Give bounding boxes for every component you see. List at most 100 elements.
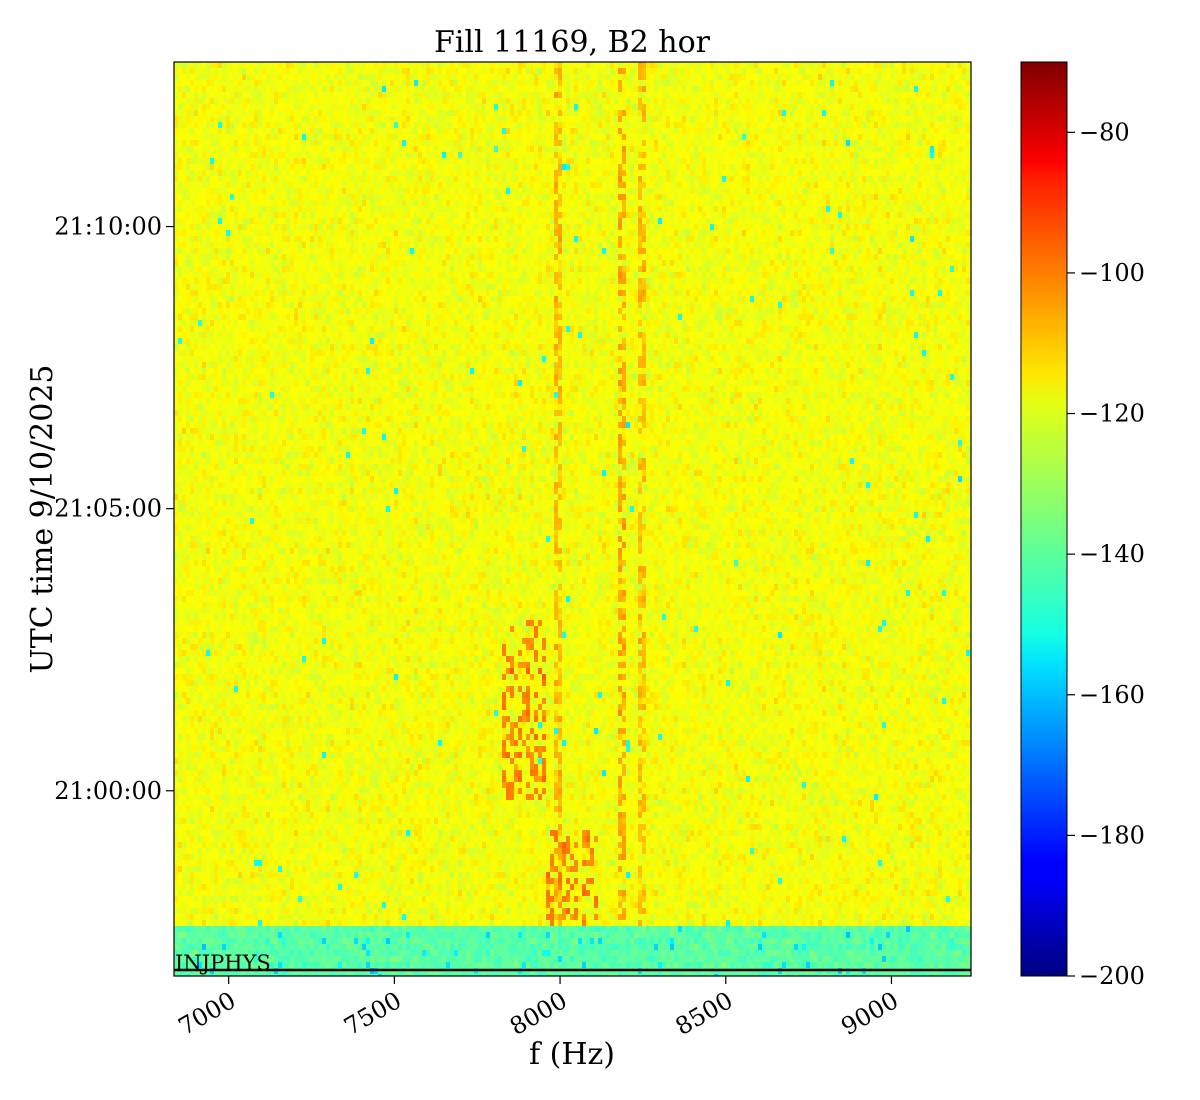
heatmap-cell — [482, 116, 487, 123]
heatmap-cell — [470, 182, 475, 189]
heatmap-cell — [194, 74, 199, 81]
heatmap-cell — [274, 164, 279, 171]
heatmap-cell — [474, 176, 479, 183]
heatmap-cell — [350, 200, 355, 207]
heatmap-cell — [570, 176, 575, 183]
heatmap-cell — [194, 122, 199, 129]
heatmap-cell — [666, 62, 671, 69]
heatmap-cell — [206, 152, 211, 159]
heatmap-cell — [334, 74, 339, 81]
heatmap-cell — [330, 188, 335, 195]
heatmap-cell — [850, 116, 855, 123]
heatmap-cell — [958, 116, 963, 123]
heatmap-cell — [490, 182, 495, 189]
heatmap-cell — [366, 152, 371, 159]
heatmap-cell — [526, 122, 531, 129]
heatmap-cell — [822, 68, 827, 75]
heatmap-cell — [846, 122, 851, 129]
heatmap-cell — [414, 92, 419, 99]
heatmap-cell — [718, 164, 723, 171]
heatmap-cell — [482, 86, 487, 93]
heatmap-cell — [566, 104, 571, 111]
heatmap-cell — [438, 170, 443, 177]
heatmap-cell — [398, 104, 403, 111]
heatmap-cell — [174, 206, 179, 213]
heatmap-cell — [850, 158, 855, 165]
heatmap-cell — [758, 158, 763, 165]
heatmap-cell — [814, 200, 819, 207]
heatmap-cell — [482, 158, 487, 165]
heatmap-cell — [814, 170, 819, 177]
heatmap-cell — [278, 80, 283, 87]
heatmap-cell — [414, 128, 419, 135]
heatmap-cell — [770, 146, 775, 153]
heatmap-cell — [574, 146, 579, 153]
heatmap-cell — [858, 158, 863, 165]
heatmap-cell — [206, 122, 211, 129]
heatmap-cell — [310, 86, 315, 93]
heatmap-cell — [562, 116, 567, 123]
heatmap-cell — [458, 68, 463, 75]
heatmap-cell — [878, 170, 883, 177]
heatmap-cell — [938, 146, 943, 153]
heatmap-cell — [366, 194, 371, 201]
heatmap-cell — [290, 86, 295, 93]
heatmap-cell — [786, 68, 791, 75]
heatmap-cell — [870, 104, 875, 111]
heatmap-cell — [318, 206, 323, 213]
heatmap-cell — [390, 92, 395, 99]
heatmap-cell — [510, 104, 515, 111]
heatmap-cell — [942, 140, 947, 147]
heatmap-cell — [338, 68, 343, 75]
heatmap-cell — [190, 146, 195, 153]
heatmap-cell — [458, 116, 463, 123]
heatmap-cell — [950, 158, 955, 165]
heatmap-cell — [938, 98, 943, 105]
heatmap-cell — [590, 152, 595, 159]
heatmap-cell — [214, 98, 219, 105]
heatmap-cell — [742, 152, 747, 159]
heatmap-cell — [454, 194, 459, 201]
heatmap-cell — [790, 122, 795, 129]
heatmap-cell — [530, 104, 535, 111]
heatmap-cell — [506, 110, 511, 117]
heatmap-cell — [262, 122, 267, 129]
heatmap-cell — [562, 74, 567, 81]
heatmap-cell — [450, 128, 455, 135]
heatmap-cell — [542, 134, 547, 141]
heatmap-cell — [526, 80, 531, 87]
heatmap-cell — [738, 134, 743, 141]
heatmap-cell — [794, 68, 799, 75]
heatmap-cell — [218, 134, 223, 141]
heatmap-cell — [750, 140, 755, 147]
heatmap-cell — [330, 92, 335, 99]
heatmap-cell — [774, 170, 779, 177]
heatmap-cell — [870, 92, 875, 99]
heatmap-cell — [310, 116, 315, 123]
heatmap-cell — [202, 134, 207, 141]
heatmap-cell — [718, 110, 723, 117]
heatmap-cell — [766, 68, 771, 75]
heatmap-cell — [478, 62, 483, 69]
heatmap-cell — [262, 164, 267, 171]
heatmap-cell — [298, 98, 303, 105]
heatmap-cell — [502, 152, 507, 159]
heatmap-cell — [726, 182, 731, 189]
heatmap-cell — [778, 152, 783, 159]
heatmap-cell — [846, 80, 851, 87]
heatmap-cell — [826, 92, 831, 99]
heatmap-cell — [786, 128, 791, 135]
heatmap-cell — [402, 122, 407, 129]
heatmap-cell — [454, 110, 459, 117]
heatmap-cell — [214, 104, 219, 111]
heatmap-cell — [538, 188, 543, 195]
heatmap-cell — [258, 188, 263, 195]
heatmap-cell — [382, 128, 387, 135]
heatmap-cell — [278, 194, 283, 201]
heatmap-cell — [290, 152, 295, 159]
heatmap-cell — [854, 68, 859, 75]
heatmap-cell — [934, 152, 939, 159]
heatmap-cell — [822, 188, 827, 195]
heatmap-cell — [866, 128, 871, 135]
heatmap-cell — [306, 152, 311, 159]
